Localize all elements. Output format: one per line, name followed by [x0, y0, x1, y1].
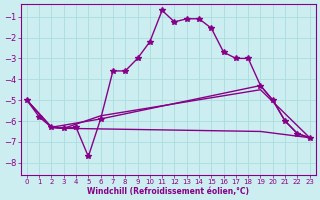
- X-axis label: Windchill (Refroidissement éolien,°C): Windchill (Refroidissement éolien,°C): [87, 187, 249, 196]
